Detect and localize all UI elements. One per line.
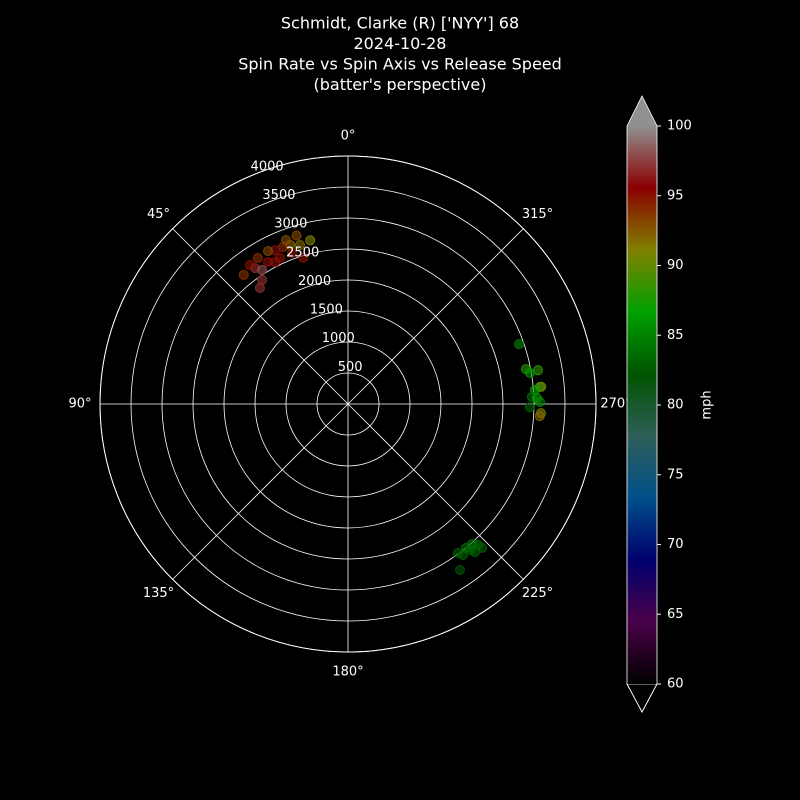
colorbar-extend-max: [627, 96, 657, 126]
pitch-point: [534, 411, 545, 422]
chart-title: Schmidt, Clarke (R) ['NYY'] 68: [281, 14, 519, 33]
theta-tick-label: 180°: [332, 665, 363, 680]
theta-tick-label: 225°: [522, 586, 553, 601]
colorbar-tick-label: 85: [667, 328, 684, 343]
r-grid-line: [192, 248, 504, 560]
colorbar-tick-label: 70: [667, 537, 684, 552]
pitch-point: [281, 234, 292, 245]
colorbar-tick-label: 75: [667, 467, 684, 482]
r-grid-line: [223, 279, 473, 529]
chart-title: 2024-10-28: [354, 34, 447, 53]
pitch-point: [238, 269, 249, 280]
pitch-point: [454, 565, 465, 576]
pitch-point: [477, 542, 488, 553]
colorbar-label: mph: [700, 390, 715, 419]
pitch-point: [269, 256, 280, 267]
pitch-point: [466, 539, 477, 550]
pitch-point: [298, 252, 309, 263]
pitch-point: [256, 265, 267, 276]
colorbar-tick-label: 90: [667, 258, 684, 273]
theta-tick-label: 45°: [147, 207, 170, 222]
pitch-point: [291, 230, 302, 241]
colorbar-tick-label: 60: [667, 677, 684, 692]
theta-tick-label: 315°: [522, 207, 553, 222]
r-tick-label: 500: [338, 360, 363, 375]
theta-tick-label: 270°: [600, 397, 631, 412]
chart-title: (batter's perspective): [314, 75, 487, 94]
r-grid-line: [254, 310, 442, 498]
theta-tick-label: 135°: [143, 586, 174, 601]
pitch-point: [524, 402, 535, 413]
r-tick-label: 3000: [274, 217, 307, 232]
pitch-point: [263, 245, 274, 256]
polar-frame: [99, 155, 597, 653]
pitch-point: [287, 247, 298, 258]
colorbar: [627, 126, 657, 684]
r-tick-label: 4000: [251, 159, 284, 174]
r-tick-label: 3500: [262, 188, 295, 203]
colorbar-tick-label: 65: [667, 607, 684, 622]
pitch-point: [252, 253, 263, 264]
pitch-point: [257, 274, 268, 285]
chart-title: Spin Rate vs Spin Axis vs Release Speed: [238, 55, 562, 74]
r-grid-line: [161, 217, 535, 591]
r-grid-line: [130, 186, 566, 622]
r-grid-line: [316, 372, 380, 436]
pitch-point: [244, 260, 255, 271]
pitch-point: [531, 393, 542, 404]
r-tick-label: 1000: [322, 331, 355, 346]
colorbar-tick-label: 80: [667, 398, 684, 413]
theta-tick-label: 90°: [68, 397, 91, 412]
r-grid-line: [285, 341, 411, 467]
pitch-point: [533, 365, 544, 376]
colorbar-tick-label: 95: [667, 188, 684, 203]
colorbar-tick-label: 100: [667, 119, 692, 134]
pitch-point: [305, 235, 316, 246]
r-tick-label: 1500: [310, 303, 343, 318]
pitch-point: [295, 240, 306, 251]
pitch-point: [514, 339, 525, 350]
r-tick-label: 2500: [286, 245, 319, 260]
r-tick-label: 2000: [298, 274, 331, 289]
pitch-point: [452, 548, 463, 559]
theta-tick-label: 0°: [341, 129, 356, 144]
